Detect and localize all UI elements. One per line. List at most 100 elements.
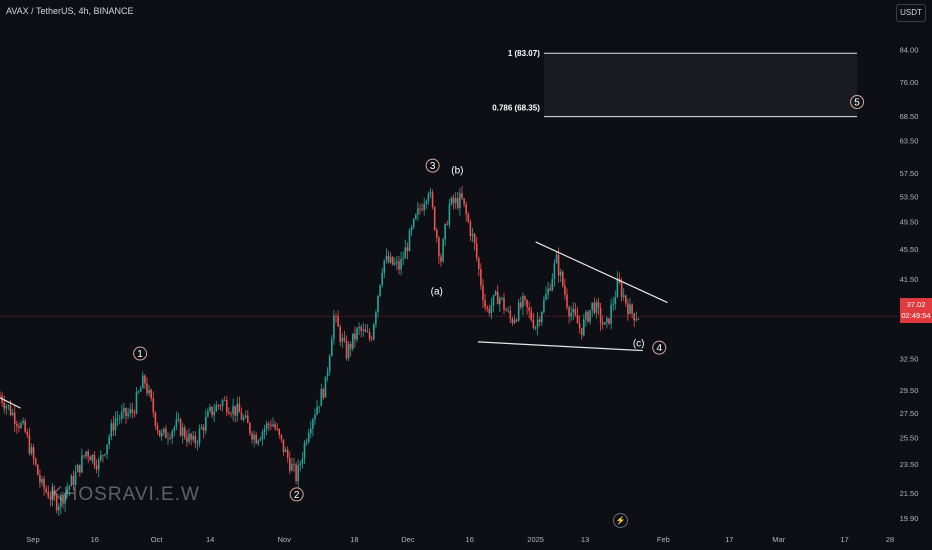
- candle-body: [209, 406, 211, 412]
- candle-body: [181, 427, 184, 436]
- last-price-tag: 37.02 02:49:54: [900, 298, 932, 323]
- candle-body: [18, 425, 20, 428]
- candle-body: [528, 307, 530, 311]
- candle-body: [196, 442, 199, 444]
- x-tick-label: 16: [466, 535, 474, 544]
- candle-body: [345, 340, 348, 359]
- candle-body: [49, 497, 52, 500]
- candle-body: [24, 420, 26, 432]
- candle-body: [135, 392, 138, 414]
- candle-body: [320, 388, 323, 406]
- candle-body: [364, 329, 367, 332]
- candle-body: [45, 488, 47, 492]
- x-tick-label: 17: [841, 535, 849, 544]
- candle-body: [520, 302, 522, 308]
- wave-circle: [850, 95, 865, 110]
- candle-body: [68, 486, 71, 490]
- candle-body: [310, 428, 312, 434]
- fib-label-1: 1 (83.07): [508, 49, 540, 58]
- candle-body: [165, 428, 167, 438]
- candle-body: [574, 309, 577, 315]
- candle-body: [368, 331, 371, 339]
- candle-body: [83, 455, 85, 457]
- candle-body: [74, 472, 77, 485]
- candle-body: [51, 490, 54, 500]
- candle-body: [496, 291, 499, 305]
- candle-body: [616, 278, 619, 298]
- candle-body: [303, 442, 306, 459]
- candle-body: [620, 282, 623, 298]
- candle-body: [200, 427, 203, 429]
- wave-circle: [133, 346, 148, 361]
- candle-body: [268, 423, 270, 425]
- candle-body: [580, 327, 583, 336]
- candle-body: [66, 489, 68, 494]
- candle-body: [331, 339, 333, 357]
- candle-body: [125, 407, 127, 416]
- y-tick-label: 57.50: [900, 169, 919, 178]
- fib-label-0786: 0.786 (68.35): [492, 104, 540, 113]
- candle-body: [13, 412, 16, 425]
- candle-body: [97, 459, 100, 470]
- candle-body: [593, 302, 596, 313]
- time-axis[interactable]: Sep 16 Oct 14 Nov 18 Dec 16 2025 13 Feb 17 Mar 17 28: [26, 535, 894, 544]
- bolt-icon[interactable]: ⚡: [613, 513, 628, 528]
- candle-body: [614, 297, 617, 304]
- candle-body: [173, 427, 176, 432]
- candle-body: [154, 412, 157, 426]
- candle-body: [503, 297, 505, 310]
- price-axis[interactable]: 84.00 76.00 68.50 63.50 57.50 53.50 49.50 45.50…: [900, 46, 919, 523]
- candle-body: [160, 432, 163, 437]
- y-tick-label: 27.50: [900, 409, 919, 418]
- candle-body: [410, 227, 413, 231]
- candle-body: [230, 413, 232, 415]
- candle-body: [591, 302, 593, 311]
- candle-body: [41, 478, 43, 483]
- candle-body: [578, 323, 581, 328]
- candle-body: [471, 233, 474, 237]
- candle-body: [446, 223, 449, 225]
- candle-body: [427, 193, 430, 202]
- candle-body: [129, 409, 131, 414]
- candle-body: [557, 254, 560, 276]
- candle-body: [490, 305, 493, 314]
- x-tick-label: Sep: [26, 535, 39, 544]
- candle-body: [572, 309, 575, 313]
- candle-body: [104, 454, 106, 456]
- candle-body: [599, 307, 602, 323]
- candle-body: [85, 451, 87, 457]
- candle-body: [116, 418, 119, 420]
- candle-body: [226, 400, 228, 413]
- candle-body: [595, 302, 598, 313]
- candle-body: [352, 333, 354, 349]
- candle-body: [139, 388, 142, 392]
- candle-body: [289, 458, 291, 471]
- candle-body: [366, 331, 369, 333]
- y-tick-label: 45.50: [900, 245, 919, 254]
- candle-body: [156, 425, 159, 431]
- candle-body: [417, 208, 419, 215]
- candles-layer: [0, 185, 640, 517]
- candle-body: [419, 208, 421, 210]
- currency-button[interactable]: USDT: [896, 4, 926, 22]
- candle-body: [257, 440, 260, 444]
- candle-body: [604, 322, 606, 325]
- candle-body: [253, 434, 255, 440]
- candle-body: [484, 300, 486, 308]
- wave-label: (b): [451, 166, 463, 177]
- candle-body: [5, 406, 8, 409]
- candle-body: [110, 423, 113, 437]
- candle-body: [635, 319, 638, 321]
- y-tick-label: 29.50: [900, 386, 919, 395]
- candle-body: [127, 413, 129, 416]
- candle-body: [347, 343, 350, 359]
- trendline: [477, 341, 643, 352]
- candle-body: [213, 411, 215, 416]
- candle-body: [326, 371, 329, 377]
- candle-body: [507, 310, 509, 312]
- candle-body: [509, 310, 512, 319]
- candle-body: [297, 464, 299, 482]
- candle-body: [459, 193, 461, 208]
- candle-body: [278, 429, 281, 435]
